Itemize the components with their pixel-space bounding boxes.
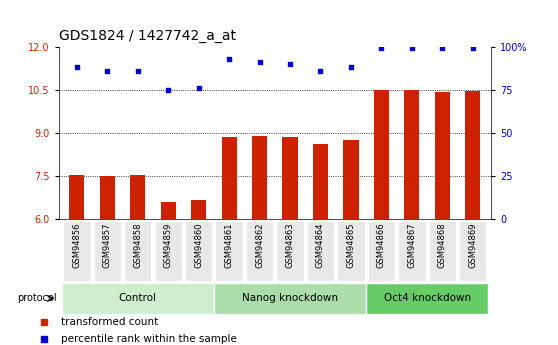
Bar (69, 175, 84, 219)
Bar (343, 140, 359, 219)
Point (407, 46, 416, 51)
Text: GSM94863: GSM94863 (286, 223, 295, 268)
FancyBboxPatch shape (63, 221, 90, 281)
Point (438, 46, 447, 51)
Text: GSM94859: GSM94859 (163, 223, 173, 268)
Text: transformed count: transformed count (61, 317, 158, 327)
Bar (435, 92, 450, 219)
Point (316, 68, 325, 73)
Bar (252, 136, 267, 219)
FancyBboxPatch shape (276, 221, 304, 281)
Point (225, 56, 234, 61)
Text: Control: Control (119, 294, 157, 303)
FancyBboxPatch shape (94, 221, 121, 281)
Bar (282, 137, 297, 219)
Bar (191, 200, 206, 219)
Text: GSM94860: GSM94860 (194, 223, 203, 268)
Text: percentile rank within the sample: percentile rank within the sample (61, 334, 237, 344)
Text: GSM94861: GSM94861 (225, 223, 234, 268)
Bar (161, 202, 176, 219)
Point (73, 65, 81, 70)
Text: GSM94865: GSM94865 (347, 223, 355, 268)
Point (468, 46, 477, 51)
Bar (313, 144, 328, 219)
Text: Oct4 knockdown: Oct4 knockdown (383, 294, 470, 303)
Text: GSM94869: GSM94869 (468, 223, 477, 268)
FancyBboxPatch shape (61, 283, 214, 314)
Bar (130, 175, 146, 219)
Point (163, 87, 172, 92)
Point (133, 68, 142, 73)
FancyBboxPatch shape (337, 221, 365, 281)
Text: GSM94864: GSM94864 (316, 223, 325, 268)
Point (347, 65, 355, 70)
Bar (404, 90, 420, 219)
Text: GSM94867: GSM94867 (407, 223, 416, 268)
Text: Nanog knockdown: Nanog knockdown (242, 294, 338, 303)
FancyBboxPatch shape (246, 221, 273, 281)
FancyBboxPatch shape (429, 221, 456, 281)
FancyBboxPatch shape (185, 221, 213, 281)
Point (377, 46, 386, 51)
FancyBboxPatch shape (398, 221, 426, 281)
Text: GSM94862: GSM94862 (255, 223, 264, 268)
Text: GSM94856: GSM94856 (73, 223, 81, 268)
Bar (465, 90, 480, 219)
FancyBboxPatch shape (124, 221, 151, 281)
FancyBboxPatch shape (307, 221, 334, 281)
Bar (374, 90, 389, 219)
Point (103, 68, 112, 73)
Text: GDS1824 / 1427742_a_at: GDS1824 / 1427742_a_at (59, 29, 235, 43)
FancyBboxPatch shape (215, 221, 243, 281)
Text: GSM94866: GSM94866 (377, 223, 386, 268)
FancyBboxPatch shape (368, 221, 395, 281)
FancyBboxPatch shape (214, 283, 366, 314)
Bar (100, 176, 115, 219)
Point (255, 59, 264, 65)
Text: GSM94868: GSM94868 (438, 223, 447, 268)
Text: GSM94858: GSM94858 (133, 223, 142, 268)
Bar (222, 137, 237, 219)
FancyBboxPatch shape (155, 221, 182, 281)
FancyBboxPatch shape (459, 221, 487, 281)
FancyBboxPatch shape (366, 283, 488, 314)
Text: GSM94857: GSM94857 (103, 223, 112, 268)
Text: protocol: protocol (17, 294, 57, 303)
Point (194, 85, 203, 91)
Point (286, 61, 295, 67)
